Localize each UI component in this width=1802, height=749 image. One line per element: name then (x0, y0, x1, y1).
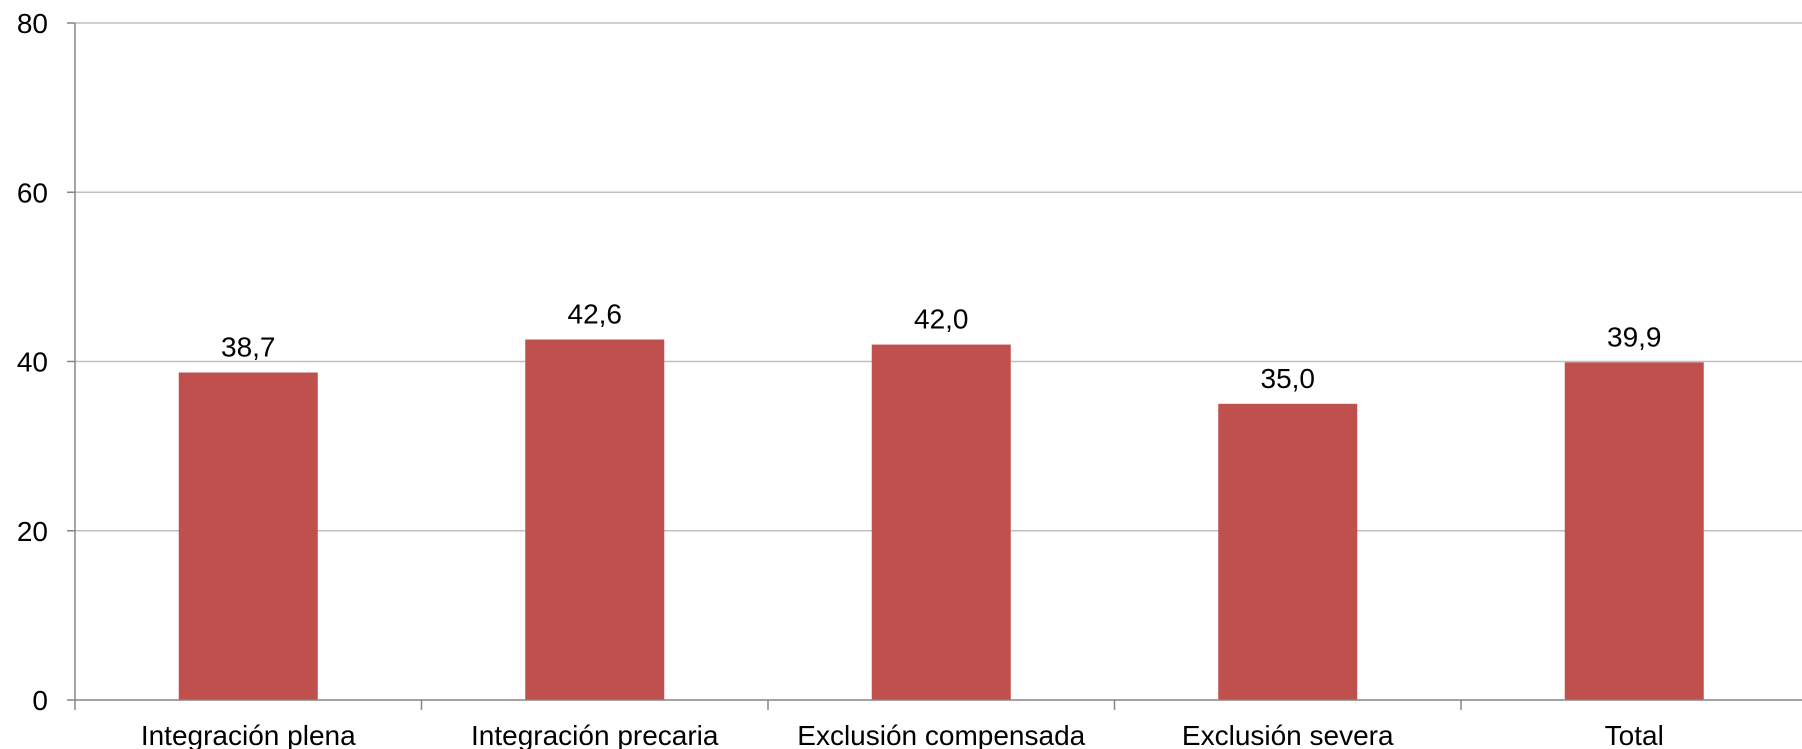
x-tick-label: Integración plena (141, 720, 356, 749)
y-tick-label: 60 (17, 177, 48, 208)
x-tick-label: Total (1605, 720, 1664, 749)
y-tick-label: 40 (17, 347, 48, 378)
data-label: 42,6 (568, 298, 623, 329)
data-label: 35,0 (1261, 363, 1316, 394)
x-tick-label: Exclusión compensada (797, 720, 1085, 749)
bar (1218, 403, 1358, 700)
bar (178, 372, 318, 700)
bar (525, 339, 665, 700)
bar (871, 344, 1011, 700)
bar (1564, 362, 1704, 700)
x-tick-label: Exclusión severa (1182, 720, 1394, 749)
y-tick-label: 0 (32, 685, 48, 716)
bars (178, 339, 1704, 700)
labels: 0 20 40 60 80 38,7 Integración plena 42,6 Integr… (17, 8, 1664, 749)
axes (67, 22, 1802, 710)
data-label: 42,0 (914, 304, 969, 335)
x-tick-label: Integración precaria (471, 720, 719, 749)
data-label: 39,9 (1607, 321, 1662, 352)
data-label: 38,7 (221, 332, 276, 363)
y-tick-label: 80 (17, 8, 48, 39)
y-tick-label: 20 (17, 516, 48, 547)
